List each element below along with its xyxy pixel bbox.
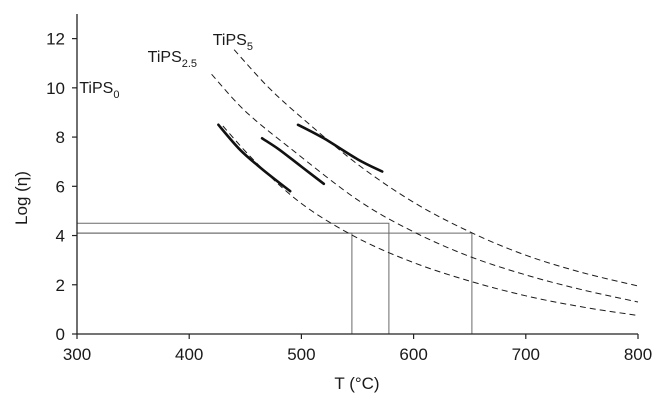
y-tick-label: 0 [56,325,65,344]
series-label-2: TiPS5 [213,32,253,53]
axes [76,14,638,335]
x-tick-label: 300 [63,345,91,364]
measured-curve-1 [260,137,326,186]
y-tick-label: 2 [56,276,65,295]
viscosity-reference-line [77,232,473,334]
y-tick-label: 12 [46,30,65,49]
series-labels: TiPS0 TiPS2.5 TiPS5 [79,32,253,101]
y-axis-label: Log (η) [12,171,31,225]
x-tick-label: 700 [512,345,540,364]
y-ticks: 0 2 4 6 8 10 12 [46,30,77,344]
measured-curves [217,123,384,193]
series-label-0: TiPS0 [79,80,119,101]
measured-curve-2 [296,123,384,173]
x-ticks: 300 400 500 600 700 800 [63,334,652,364]
y-tick-label: 8 [56,128,65,147]
x-tick-label: 800 [624,345,652,364]
fit-curve-0 [222,125,639,316]
y-tick-label: 6 [56,177,65,196]
viscosity-reference-line [77,222,390,334]
viscosity-reference-line [77,232,353,334]
fit-curve-1 [211,73,639,303]
series-label-1: TiPS2.5 [148,49,197,70]
y-tick-label: 4 [56,227,65,246]
x-tick-label: 500 [287,345,315,364]
y-tick-label: 10 [46,79,65,98]
reference-lines [77,222,473,334]
x-tick-label: 400 [175,345,203,364]
fit-curve-2 [233,49,639,287]
x-axis-label: T (°C) [334,374,379,393]
measured-curve-0 [217,123,292,193]
fit-curves [211,49,639,316]
x-tick-label: 600 [399,345,427,364]
